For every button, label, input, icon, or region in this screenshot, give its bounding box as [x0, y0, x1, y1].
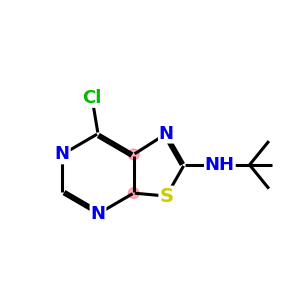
Text: Cl: Cl: [82, 89, 102, 107]
Text: N: N: [55, 146, 70, 164]
Text: N: N: [91, 205, 106, 223]
Text: N: N: [159, 125, 174, 143]
Circle shape: [128, 188, 139, 198]
Text: NH: NH: [205, 156, 235, 174]
Circle shape: [128, 149, 139, 160]
Text: S: S: [159, 187, 173, 206]
